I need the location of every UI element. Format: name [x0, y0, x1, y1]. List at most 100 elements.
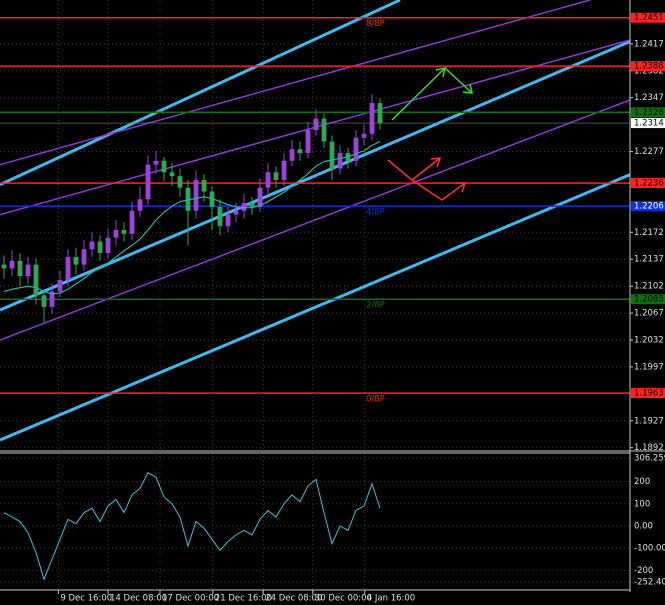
- x-tick-label: 9 Dec 16:00: [60, 594, 112, 604]
- candle-body: [97, 241, 103, 254]
- candle-body: [73, 256, 79, 265]
- trend-line: [0, 99, 631, 341]
- level-price-label: 1.2206: [634, 202, 664, 212]
- candle-body: [361, 133, 367, 138]
- level-price-box: [631, 294, 665, 305]
- candle-body: [297, 149, 303, 154]
- y-tick-label: -200: [634, 566, 653, 576]
- candle-body: [369, 103, 375, 134]
- level-tag: 0/8P: [366, 395, 385, 405]
- y-tick-label: 1.2032: [634, 336, 664, 346]
- y-tick-label: 1.2137: [634, 255, 664, 265]
- trend-line: [0, 173, 631, 442]
- x-tick-label: 24 Dec 08:00: [265, 594, 322, 604]
- oscillator-line: [3, 472, 381, 581]
- candle-body: [153, 160, 159, 165]
- candle-body: [105, 237, 111, 254]
- last-price-label: 1.2314: [634, 119, 664, 129]
- level-price-box: [631, 201, 665, 212]
- candle-body: [9, 260, 15, 269]
- level-tag: 4/8P: [366, 208, 385, 218]
- y-tick-label: 0.00: [634, 521, 653, 531]
- candle-body: [329, 141, 335, 169]
- level-price-box: [631, 107, 665, 118]
- arrow-head: [430, 157, 442, 168]
- candle-body: [281, 160, 287, 180]
- trend-line: [0, 0, 591, 166]
- level-tag: 2/8P: [366, 301, 385, 311]
- candle-body: [241, 203, 247, 211]
- moving-average: [3, 140, 381, 295]
- candle-body: [49, 291, 55, 307]
- candle-body: [145, 164, 151, 200]
- candle-body: [57, 280, 63, 292]
- y-tick-label: 306.2593: [634, 454, 665, 464]
- candle-body: [233, 210, 239, 215]
- candle-body: [185, 187, 191, 211]
- candle-body: [121, 230, 127, 234]
- candle-body: [89, 241, 95, 250]
- arrow: [411, 179, 466, 201]
- candle-body: [217, 206, 223, 227]
- x-tick-label: 14 Dec 08:00: [110, 594, 167, 604]
- candle-body: [113, 230, 119, 238]
- x-tick-label: 30 Dec 00:00: [315, 594, 372, 604]
- arrow: [391, 67, 446, 121]
- level-price-box: [631, 178, 665, 189]
- candle-body: [161, 160, 167, 173]
- candle-body: [321, 118, 327, 142]
- y-tick-label: 1.1927: [634, 416, 664, 426]
- candle-body: [313, 118, 319, 130]
- y-tick-label: 1.2347: [634, 93, 664, 103]
- trend-line: [0, 0, 401, 186]
- last-price-box: [631, 118, 665, 129]
- level-price-label: 1.2328: [634, 108, 664, 118]
- level-price-label: 1.1963: [634, 389, 664, 399]
- x-tick-label: 17 Dec 00:00: [162, 594, 219, 604]
- candle-body: [305, 130, 311, 154]
- arrow-head: [456, 182, 467, 193]
- candle-body: [225, 214, 231, 227]
- arrow-head: [462, 83, 473, 94]
- y-tick-label: 1.2277: [634, 147, 664, 157]
- candle-body: [33, 264, 39, 296]
- candle-body: [289, 149, 295, 161]
- level-price-label: 1.2085: [634, 295, 664, 305]
- x-tick-label: 21 Dec 16:00: [215, 594, 272, 604]
- level-price-label: 1.2388: [634, 62, 664, 72]
- candle-body: [273, 172, 279, 180]
- plot: 8/8P 4/8P 2/8P 0/8P: [0, 0, 631, 581]
- candle-body: [169, 172, 175, 177]
- forecast-arrows: [387, 67, 473, 201]
- candle-body: [17, 260, 23, 277]
- candle-body: [65, 256, 71, 280]
- y-tick-label: 1.2067: [634, 309, 664, 319]
- y-tick-label: 1.2417: [634, 39, 664, 49]
- candle-body: [265, 172, 271, 188]
- y-tick-label: 1.1997: [634, 362, 664, 372]
- candle-body: [249, 203, 255, 207]
- candle-body: [137, 199, 143, 211]
- candle-body: [81, 249, 87, 265]
- level-price-label: 1.2451: [634, 13, 664, 23]
- level-price-box: [631, 12, 665, 23]
- y-tick-label: -100.00: [634, 544, 665, 554]
- x-tick-label: 4 Jan 16:00: [367, 594, 415, 604]
- candle-body: [337, 153, 343, 169]
- grid: [0, 0, 630, 590]
- candle-body: [177, 176, 183, 188]
- y-tick-label: 1.1892: [634, 443, 664, 453]
- candle-body: [129, 210, 135, 234]
- y-tick-label: 200: [634, 477, 650, 487]
- candle-body: [257, 187, 263, 207]
- y-tick-label: 1.2382: [634, 66, 664, 76]
- candle-body: [193, 180, 199, 211]
- level-tag: 8/8P: [366, 19, 385, 29]
- candle-body: [41, 295, 47, 307]
- level-price-label: 1.2236: [634, 179, 664, 189]
- candle-body: [377, 103, 383, 124]
- level-price-box: [631, 61, 665, 72]
- level-price-box: [631, 388, 665, 399]
